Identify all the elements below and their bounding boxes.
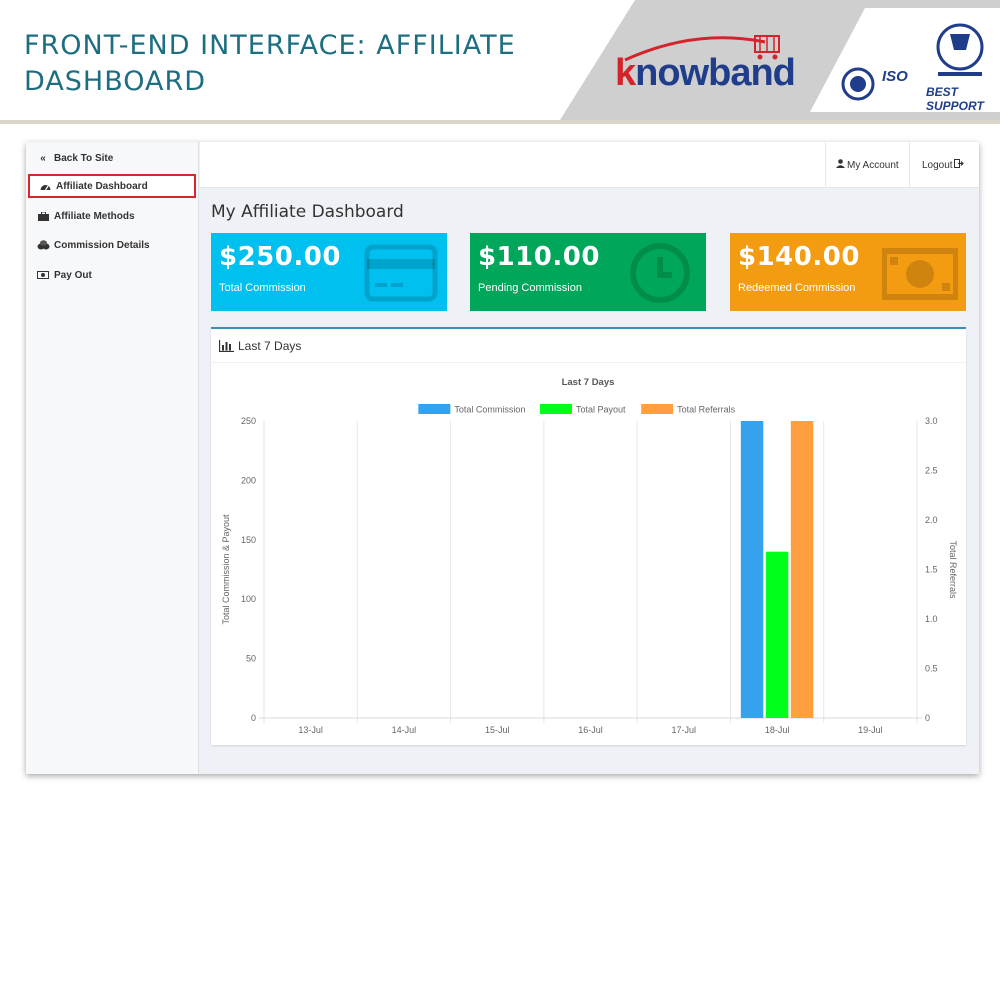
total-commission-card: $250.00 Total Commission bbox=[211, 233, 447, 311]
sidebar-item-label: Affiliate Methods bbox=[54, 210, 135, 222]
cart-logo-icon bbox=[624, 35, 780, 62]
legend-swatch bbox=[418, 404, 451, 414]
pending-commission-card: $110.00 Pending Commission bbox=[470, 233, 706, 311]
logout-label: Logout bbox=[922, 159, 953, 171]
sidebar-item-affiliate-dashboard[interactable]: Affiliate Dashboard bbox=[28, 174, 196, 198]
support-badge: BEST SUPPORT bbox=[926, 85, 984, 113]
x-tick-label: 16-Jul bbox=[578, 725, 603, 735]
y-right-tick-label: 0.5 bbox=[925, 664, 938, 674]
sidebar-item-pay-out[interactable]: Pay Out bbox=[28, 263, 196, 287]
panel-header: Last 7 Days bbox=[211, 329, 966, 363]
legend-swatch bbox=[539, 404, 572, 414]
y-right-tick-label: 2.5 bbox=[925, 466, 938, 476]
x-tick-label: 18-Jul bbox=[765, 725, 790, 735]
redeemed-commission-card: $140.00 Redeemed Commission bbox=[730, 233, 966, 311]
coins-icon bbox=[34, 240, 52, 250]
badge-seals-icon bbox=[841, 23, 984, 101]
x-tick-label: 19-Jul bbox=[858, 725, 883, 735]
bar-chart-icon bbox=[219, 339, 234, 352]
redeemed-commission-label: Redeemed Commission bbox=[738, 282, 856, 294]
sign-out-icon bbox=[953, 159, 964, 171]
y-right-tick-label: 1.5 bbox=[925, 565, 938, 575]
credit-card-icon bbox=[364, 244, 438, 302]
logo-text: nowband bbox=[635, 52, 796, 94]
sidebar-item-commission-details[interactable]: Commission Details bbox=[28, 233, 196, 257]
clock-icon bbox=[630, 243, 690, 303]
app-window: « Back To Site Affiliate Dashboard Affil… bbox=[26, 142, 979, 774]
x-tick-label: 15-Jul bbox=[485, 725, 510, 735]
y-tick-label: 200 bbox=[241, 475, 256, 485]
last-7-days-panel: Last 7 Days Last 7 Days Total Commission T… bbox=[211, 327, 966, 745]
bar-total-payout bbox=[765, 551, 789, 718]
sidebar-item-back-to-site[interactable]: « Back To Site bbox=[28, 146, 196, 170]
logout-link[interactable]: Logout bbox=[922, 142, 964, 188]
money-icon bbox=[34, 271, 52, 279]
chart-title: Last 7 Days bbox=[562, 377, 615, 388]
sidebar: « Back To Site Affiliate Dashboard Affil… bbox=[26, 142, 199, 774]
my-account-link[interactable]: My Account bbox=[836, 142, 899, 188]
logo-initial: k bbox=[615, 52, 636, 94]
legend-label: Total Referrals bbox=[677, 405, 736, 415]
y-tick-label: 100 bbox=[241, 594, 256, 604]
y-tick-label: 250 bbox=[241, 416, 256, 426]
navbar-divider bbox=[909, 142, 910, 188]
total-commission-label: Total Commission bbox=[219, 282, 306, 294]
iso-badge: ISO bbox=[882, 68, 908, 85]
y-right-axis-title: Total Referrals bbox=[948, 540, 958, 599]
navbar-divider bbox=[825, 142, 826, 188]
pending-commission-label: Pending Commission bbox=[478, 282, 582, 294]
legend-swatch bbox=[641, 404, 674, 414]
sidebar-item-label: Commission Details bbox=[54, 239, 150, 251]
y-tick-label: 150 bbox=[241, 535, 256, 545]
banner-divider bbox=[0, 120, 1000, 124]
certification-badges: ISO BEST SUPPORT bbox=[820, 12, 1000, 113]
my-account-label: My Account bbox=[847, 159, 899, 171]
sidebar-item-affiliate-methods[interactable]: Affiliate Methods bbox=[28, 204, 196, 228]
last-7-days-chart: Last 7 Days Total Commission Total Payout T… bbox=[221, 377, 958, 735]
redeemed-commission-amount: $140.00 bbox=[738, 242, 860, 272]
dashboard-icon bbox=[36, 182, 54, 191]
double-chevron-left-icon: « bbox=[40, 152, 46, 164]
x-tick-label: 13-Jul bbox=[298, 725, 323, 735]
banner-title: FRONT-END INTERFACE: AFFILIATE DASHBOARD bbox=[24, 30, 516, 97]
y-right-tick-label: 2.0 bbox=[925, 515, 938, 525]
top-navbar: My Account Logout bbox=[200, 142, 979, 188]
promo-banner: FRONT-END INTERFACE: AFFILIATE DASHBOARD… bbox=[0, 0, 1000, 124]
sidebar-item-label: Affiliate Dashboard bbox=[56, 180, 148, 192]
legend-label: Total Commission bbox=[454, 405, 525, 415]
sidebar-item-label: Back To Site bbox=[54, 152, 114, 164]
y-axis-title: Total Commission & Payout bbox=[221, 514, 231, 625]
y-tick-label: 50 bbox=[246, 654, 256, 664]
panel-title: Last 7 Days bbox=[238, 338, 302, 353]
y-right-tick-label: 0 bbox=[925, 713, 930, 723]
sidebar-item-label: Pay Out bbox=[54, 269, 92, 281]
banknote-icon bbox=[882, 248, 958, 300]
total-commission-amount: $250.00 bbox=[219, 242, 341, 272]
x-tick-label: 14-Jul bbox=[392, 725, 417, 735]
legend-label: Total Payout bbox=[576, 405, 626, 415]
knowband-logo: knowband bbox=[615, 30, 815, 100]
user-icon bbox=[836, 159, 845, 171]
y-tick-label: 0 bbox=[251, 713, 256, 723]
bar-total-commission bbox=[740, 421, 764, 718]
y-right-tick-label: 3.0 bbox=[925, 416, 938, 426]
y-right-tick-label: 1.0 bbox=[925, 614, 938, 624]
briefcase-icon bbox=[34, 211, 52, 221]
pending-commission-amount: $110.00 bbox=[478, 242, 600, 272]
page-title: My Affiliate Dashboard bbox=[211, 202, 404, 222]
bar-total-referrals bbox=[790, 421, 814, 718]
x-tick-label: 17-Jul bbox=[672, 725, 697, 735]
